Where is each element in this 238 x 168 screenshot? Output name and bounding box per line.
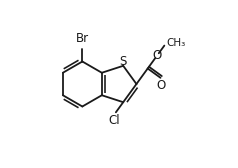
Text: O: O [156,79,165,92]
Text: S: S [119,55,127,68]
Text: O: O [152,49,162,62]
Text: Br: Br [76,32,89,45]
Text: Cl: Cl [109,114,120,127]
Text: CH₃: CH₃ [166,38,186,48]
